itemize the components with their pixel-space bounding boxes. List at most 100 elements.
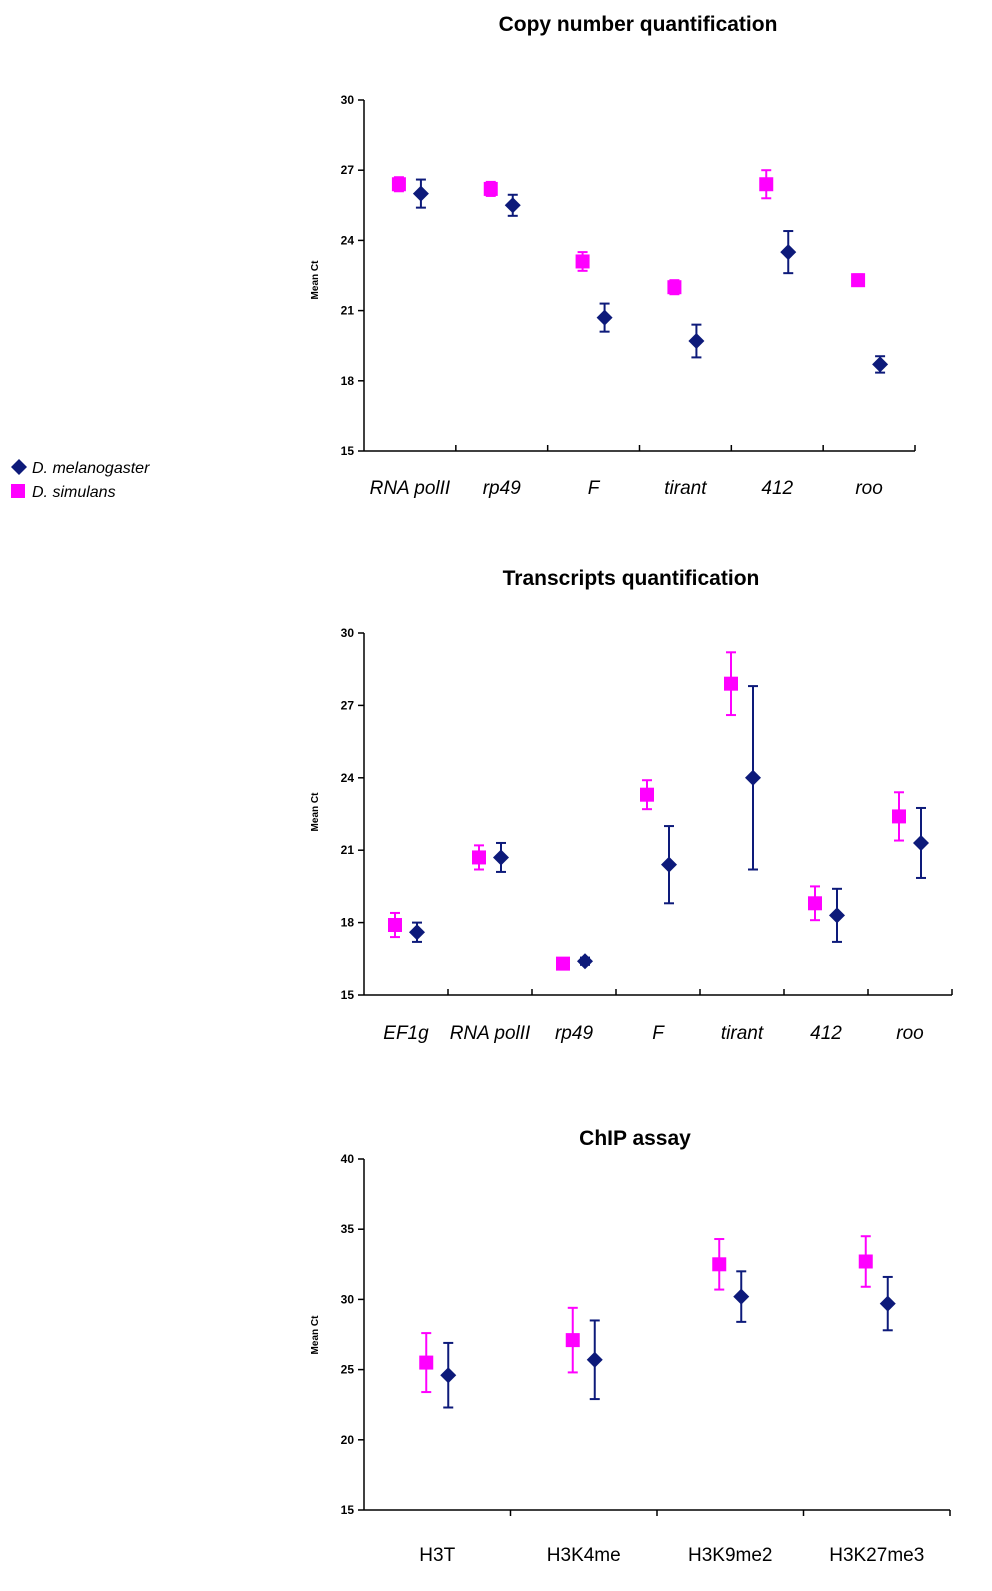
x-tick-label: 412 <box>761 478 793 499</box>
square-marker <box>858 1254 873 1269</box>
data-point-simulans <box>667 279 682 296</box>
diamond-marker <box>661 856 677 873</box>
diamond-marker <box>577 953 593 970</box>
diamond-marker <box>913 834 929 851</box>
legend-square-marker <box>11 484 25 498</box>
data-point-melanogaster <box>829 887 845 943</box>
x-tick-label: tirant <box>721 1023 764 1044</box>
data-point-simulans <box>575 251 590 272</box>
data-point-melanogaster <box>504 193 521 217</box>
data-point-melanogaster <box>745 685 761 871</box>
y-ticks: 15 20 25 30 35 40 <box>341 1152 364 1517</box>
y-tick-label: 40 <box>341 1152 355 1166</box>
data-point-simulans <box>391 176 406 193</box>
data-point-melanogaster <box>440 1341 457 1409</box>
x-tick-label: F <box>652 1023 665 1044</box>
y-tick-label: 25 <box>341 1363 355 1377</box>
x-tick-label: RNA polII <box>450 1023 531 1044</box>
square-marker <box>851 273 866 288</box>
legend-diamond-marker <box>11 459 27 475</box>
x-tick-label: H3T <box>419 1545 455 1566</box>
diamond-marker <box>872 356 889 373</box>
x-ticks <box>455 445 916 451</box>
square-marker <box>667 280 682 295</box>
data-point-melanogaster <box>412 178 429 209</box>
data-point-melanogaster <box>577 953 593 970</box>
x-ticks <box>447 989 953 995</box>
data-point-simulans <box>892 791 906 842</box>
y-tick-label: 27 <box>341 698 355 712</box>
diamond-marker <box>493 849 509 866</box>
diamond-marker <box>733 1288 750 1305</box>
data-point-simulans <box>858 1235 873 1288</box>
y-tick-label: 30 <box>341 626 355 640</box>
legend-item-simulans: D. simulans <box>11 484 116 501</box>
legend: D. melanogaster D. simulans <box>11 459 150 501</box>
square-marker <box>419 1355 434 1370</box>
x-tick-label: H3K4me <box>547 1545 621 1566</box>
diamond-marker <box>596 309 613 326</box>
square-marker <box>472 850 486 865</box>
x-tick-labels: H3T H3K4me H3K9me2 H3K27me3 <box>419 1545 924 1566</box>
data-point-simulans <box>556 956 570 971</box>
x-tick-label: H3K27me3 <box>829 1545 924 1566</box>
data-point-melanogaster <box>872 355 889 374</box>
x-tick-label: H3K9me2 <box>688 1545 773 1566</box>
y-tick-label: 18 <box>341 374 355 388</box>
x-tick-label: roo <box>855 478 882 499</box>
data-point-melanogaster <box>780 230 797 275</box>
x-tick-label: roo <box>896 1023 923 1044</box>
diamond-marker <box>879 1295 896 1312</box>
diamond-marker <box>504 197 521 214</box>
y-axis-label: Mean Ct <box>310 260 321 300</box>
series-group <box>391 169 889 374</box>
y-tick-label: 24 <box>341 233 355 247</box>
x-tick-label: rp49 <box>555 1023 593 1044</box>
y-ticks: 15 18 21 24 27 30 <box>341 93 364 458</box>
square-marker <box>808 896 822 911</box>
x-tick-label: EF1g <box>383 1023 429 1044</box>
y-tick-label: 18 <box>341 916 355 930</box>
data-point-simulans <box>724 651 738 717</box>
square-marker <box>712 1257 727 1272</box>
data-point-simulans <box>565 1306 580 1374</box>
x-tick-label: 412 <box>810 1023 842 1044</box>
y-tick-label: 15 <box>341 1503 355 1517</box>
y-tick-label: 24 <box>341 771 355 785</box>
y-ticks: 15 18 21 24 27 30 <box>341 626 364 1002</box>
y-axis-label: Mean Ct <box>310 792 321 832</box>
chart-copy-number: Copy number quantification Mean Ct 15 18 2… <box>310 13 916 499</box>
legend-item-melanogaster: D. melanogaster <box>11 459 150 477</box>
y-tick-label: 21 <box>341 304 355 318</box>
x-tick-label: tirant <box>664 478 707 499</box>
series-group <box>419 1235 896 1409</box>
data-point-simulans <box>419 1332 434 1394</box>
chart-title: Transcripts quantification <box>503 567 760 590</box>
data-point-melanogaster <box>661 825 677 905</box>
square-marker <box>483 181 498 196</box>
diamond-marker <box>829 907 845 924</box>
data-point-melanogaster <box>409 921 425 943</box>
diamond-marker <box>440 1367 457 1384</box>
y-tick-label: 21 <box>341 843 355 857</box>
diamond-marker <box>688 333 705 350</box>
y-tick-label: 20 <box>341 1433 355 1447</box>
chart-title: ChIP assay <box>579 1127 691 1150</box>
x-tick-label: rp49 <box>483 478 521 499</box>
data-point-melanogaster <box>913 806 929 879</box>
data-point-simulans <box>712 1238 727 1291</box>
data-point-simulans <box>759 169 774 200</box>
data-point-melanogaster <box>733 1270 750 1323</box>
data-point-simulans <box>640 779 654 811</box>
y-tick-label: 35 <box>341 1222 355 1236</box>
chart-transcripts: Transcripts quantification Mean Ct 15 18 2… <box>310 567 953 1044</box>
data-point-simulans <box>483 180 498 197</box>
diamond-marker <box>409 924 425 941</box>
square-marker <box>759 177 774 192</box>
square-marker <box>388 918 402 933</box>
data-point-melanogaster <box>879 1275 896 1332</box>
data-point-simulans <box>851 273 866 288</box>
diamond-marker <box>586 1351 603 1368</box>
